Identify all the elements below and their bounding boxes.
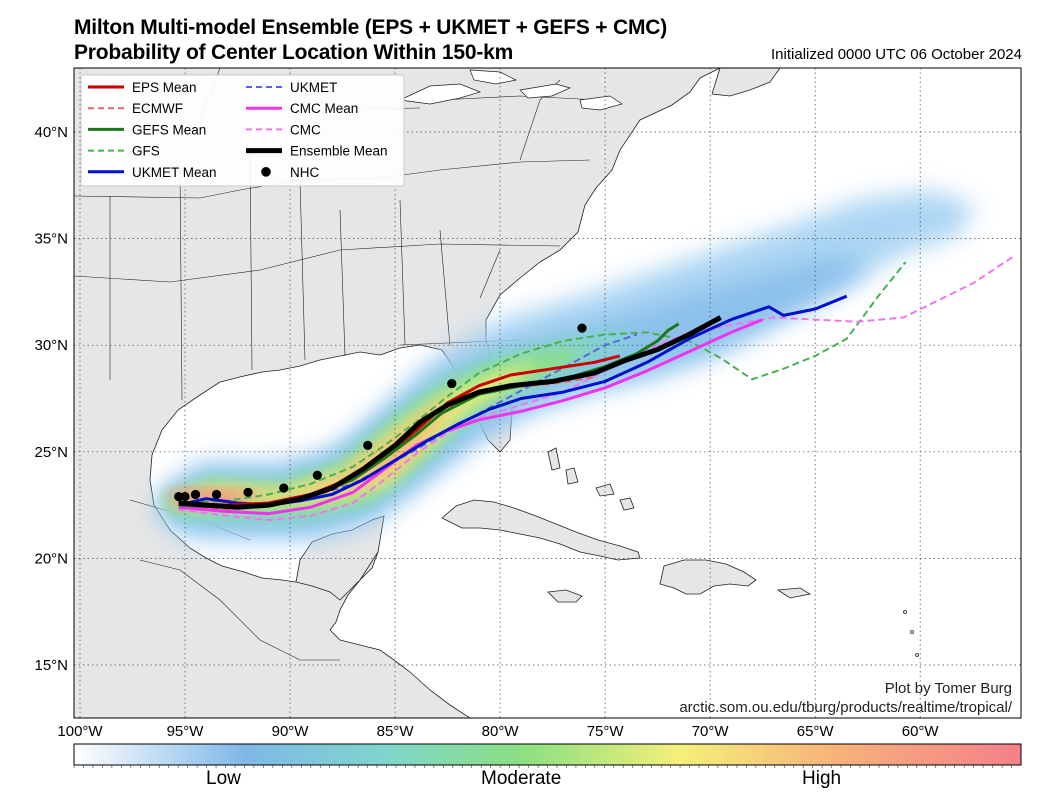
hispaniola-land	[659, 559, 757, 595]
nhc-point	[279, 483, 289, 493]
puerto-rico-land	[776, 587, 812, 599]
lon-tick-label: 85°W	[377, 723, 415, 740]
colorbar-ticks	[73, 765, 1012, 768]
north-america-land	[74, 68, 721, 718]
colorbar-high-label: High	[802, 768, 842, 789]
lat-tick-label: 40°N	[34, 124, 68, 141]
nhc-point	[312, 470, 322, 480]
nhc-point	[211, 489, 222, 500]
cuba-land	[441, 499, 641, 561]
lon-tick-label: 95°W	[167, 723, 205, 740]
legend-label: ECMWF	[132, 101, 183, 116]
colorbar-low-label: Low	[206, 768, 241, 789]
colorbar	[73, 743, 1022, 766]
initialized-label: Initialized 0000 UTC 06 October 2024	[771, 46, 1022, 63]
credit-url: arctic.som.ou.edu/tburg/products/realtim…	[679, 699, 1012, 716]
lon-tick-label: 80°W	[482, 723, 520, 740]
canada-maritimes-land	[711, 68, 781, 97]
lat-tick-label: 30°N	[34, 337, 68, 354]
legend-label: UKMET	[290, 80, 337, 95]
bahamas-island-4	[619, 497, 635, 511]
nhc-point	[447, 378, 457, 389]
nhc-point	[577, 323, 587, 333]
lon-tick-label: 60°W	[902, 723, 940, 740]
latitude-labels: 40°N 35°N 30°N 25°N 20°N 15°N	[34, 124, 68, 674]
credit-author: Plot by Tomer Burg	[885, 680, 1012, 697]
nhc-point	[180, 491, 190, 502]
legend: EPS Mean ECMWF GEFS Mean GFS UKMET Mean UKMET…	[80, 74, 405, 187]
map-subtitle: Probability of Center Location Within 15…	[74, 41, 514, 64]
lon-tick-label: 75°W	[587, 723, 625, 740]
legend-label: CMC	[290, 122, 321, 137]
legend-label: Ensemble Mean	[290, 144, 388, 159]
lat-tick-label: 25°N	[34, 444, 68, 461]
track-cmc-mean	[178, 318, 764, 516]
nhc-point	[363, 440, 373, 451]
legend-label: EPS Mean	[132, 80, 197, 95]
colorbar-moderate-label: Moderate	[481, 768, 562, 789]
track-cmc	[178, 254, 1016, 521]
legend-label: CMC Mean	[290, 101, 358, 116]
bahamas-island-2	[565, 467, 579, 485]
lat-tick-label: 15°N	[34, 657, 68, 674]
legend-swatch-nhc	[261, 167, 271, 177]
legend-label: NHC	[290, 165, 319, 180]
bahamas-island-1	[547, 447, 561, 471]
lesser-antilles-island	[910, 630, 914, 634]
nhc-point	[243, 487, 253, 497]
nhc-point	[174, 491, 184, 502]
lat-tick-label: 35°N	[34, 231, 68, 248]
track-gfs	[178, 261, 907, 504]
lesser-antilles-island	[903, 610, 907, 614]
legend-label: GFS	[132, 144, 160, 159]
gridlines	[74, 68, 1021, 718]
lesser-antilles-island	[915, 653, 919, 657]
nhc-point	[190, 489, 201, 500]
longitude-labels: 100°W 95°W 90°W 85°W 80°W 75°W 70°W 65°W 60°W	[57, 723, 939, 740]
lon-tick-label: 65°W	[797, 723, 835, 740]
nhc-points	[174, 323, 587, 502]
lat-tick-label: 20°N	[34, 550, 68, 567]
track-layer	[178, 254, 1016, 521]
landmass-layer	[74, 68, 919, 718]
legend-label: GEFS Mean	[132, 122, 206, 137]
legend-label: UKMET Mean	[132, 165, 217, 180]
lon-tick-label: 100°W	[57, 723, 103, 740]
map-frame	[73, 67, 1022, 719]
bahamas-island-3	[595, 483, 615, 497]
map-title: Milton Multi-model Ensemble (EPS + UKMET…	[74, 16, 668, 39]
lon-tick-label: 90°W	[272, 723, 310, 740]
lon-tick-label: 70°W	[692, 723, 730, 740]
track-ensemble-mean	[178, 315, 722, 510]
great-lakes	[398, 69, 623, 111]
legend-box	[80, 74, 405, 187]
jamaica-land	[547, 589, 583, 603]
